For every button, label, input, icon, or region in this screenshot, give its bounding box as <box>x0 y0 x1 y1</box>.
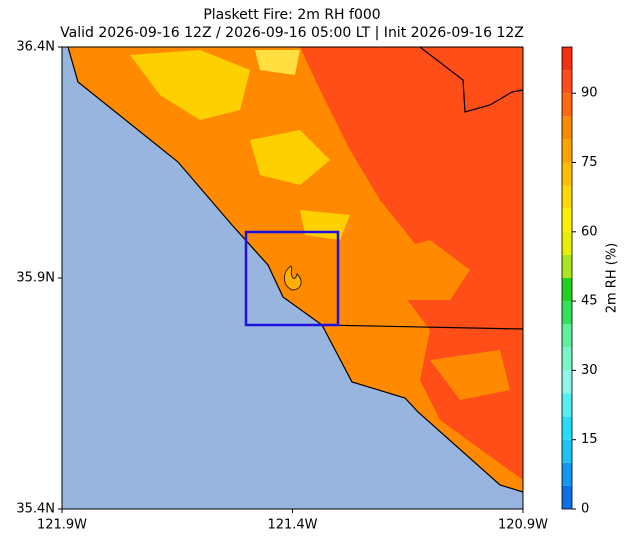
colorbar-frame <box>561 46 573 510</box>
colorbar-bin <box>562 393 572 417</box>
colorbar-tick-label: 90 <box>581 86 598 101</box>
fire-icon <box>283 265 302 291</box>
coastline <box>67 47 523 493</box>
colorbar-bin <box>562 347 572 371</box>
x-tick-label: 121.4W <box>267 518 317 533</box>
fire-box <box>244 230 340 327</box>
county-line <box>321 47 523 330</box>
colorbar-bin <box>562 116 572 140</box>
dry-patch <box>255 50 300 75</box>
colorbar-bin <box>562 139 572 163</box>
dry-patch <box>130 50 350 240</box>
colorbar-bin <box>562 370 572 394</box>
colorbar-tick-label: 45 <box>581 294 598 309</box>
colorbar-bin <box>562 185 572 209</box>
x-tick-label: 121.9W <box>37 518 87 533</box>
y-tick-label: 35.4N <box>16 502 55 517</box>
title: Plaskett Fire: 2m RH f000 <box>203 7 380 23</box>
colorbar-bin <box>562 231 572 255</box>
colorbar-bin <box>562 301 572 325</box>
colorbar-tick-label: 75 <box>581 155 598 170</box>
colorbar-bin <box>562 324 572 348</box>
colorbar-tick-label: 30 <box>581 363 598 378</box>
colorbar-bin <box>562 47 572 71</box>
colorbar-label: 2m RH (%) <box>605 243 620 314</box>
x-tick-label: 120.9W <box>498 518 548 533</box>
colorbar-bin <box>562 439 572 463</box>
colorbar-bin <box>562 254 572 278</box>
colorbar-bin <box>562 70 572 94</box>
colorbar-bin <box>562 162 572 186</box>
colorbar-bin <box>562 208 572 232</box>
colorbar-bin <box>562 416 572 440</box>
colorbar-bin <box>562 93 572 117</box>
subtitle: Valid 2026-09-16 12Z / 2026-09-16 05:00 … <box>60 25 524 41</box>
y-tick-label: 35.9N <box>16 271 55 286</box>
colorbar-bin <box>562 462 572 486</box>
colorbar-tick-label: 15 <box>581 432 598 447</box>
dry-patch <box>360 240 510 400</box>
colorbar-bin <box>562 485 572 509</box>
colorbar-tick-label: 0 <box>581 502 589 517</box>
y-tick-label: 36.4N <box>16 40 55 55</box>
colorbar-bin <box>562 278 572 302</box>
colorbar-tick-label: 60 <box>581 224 598 239</box>
map <box>61 46 524 510</box>
